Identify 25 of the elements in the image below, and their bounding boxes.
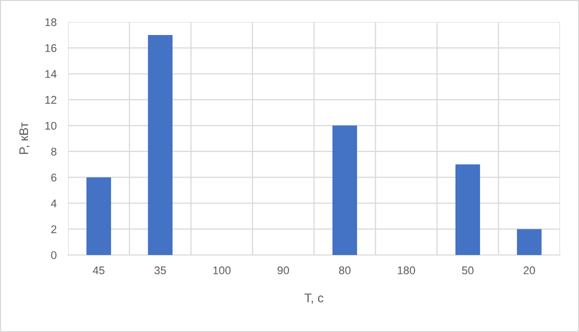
x-tick-label: 100: [213, 266, 231, 274]
x-tick-label: 90: [278, 266, 289, 274]
x-tick-label: 80: [339, 266, 350, 274]
x-tick-label: 20: [524, 266, 535, 274]
y-tick-label: 12: [45, 96, 56, 104]
y-tick-label: 2: [51, 225, 56, 234]
bar: [86, 177, 112, 255]
y-axis-title: P, кВт: [19, 122, 30, 154]
bar: [516, 229, 542, 255]
x-axis-title: T, с: [304, 294, 324, 304]
x-tick-label: 35: [154, 266, 166, 274]
y-tick-label: 16: [45, 44, 56, 52]
x-tick-label: 45: [92, 266, 104, 274]
bar: [455, 164, 480, 255]
y-tick-label: 18: [45, 18, 56, 26]
y-tick-label: 6: [51, 174, 56, 182]
y-tick-label: 0: [51, 251, 56, 260]
y-tick-label: 8: [51, 148, 56, 156]
x-tick-label: 50: [462, 266, 474, 274]
y-tick-label: 10: [45, 122, 56, 130]
bar: [332, 126, 358, 255]
bar: [148, 34, 173, 255]
y-tick-label: 14: [45, 70, 57, 78]
y-tick-label: 4: [50, 200, 57, 208]
x-tick-label: 180: [398, 266, 416, 274]
